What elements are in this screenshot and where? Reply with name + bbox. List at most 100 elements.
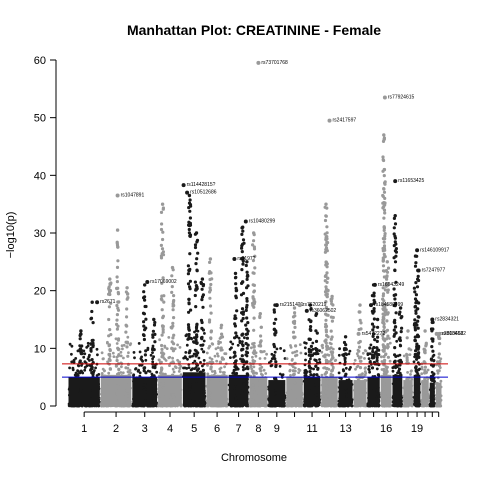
snp-point	[385, 389, 389, 393]
snp-point	[257, 344, 261, 348]
snp-label: rs10512686	[190, 190, 217, 196]
snp-point	[125, 315, 129, 319]
snp-point	[384, 337, 389, 341]
snp-point	[107, 371, 111, 375]
snp-point	[385, 328, 390, 332]
snp-point	[187, 325, 191, 329]
snp-point	[382, 337, 386, 341]
snp-point	[308, 370, 312, 374]
snp-point	[392, 328, 396, 332]
snp-point	[240, 307, 245, 311]
snp-point	[324, 293, 328, 297]
snp-point	[240, 354, 244, 358]
snp-point	[86, 341, 90, 345]
snp-point	[246, 385, 250, 389]
snp-point	[324, 397, 328, 401]
x-tick-label: 8	[255, 423, 261, 435]
snp-point	[355, 352, 359, 356]
snp-point	[234, 286, 238, 290]
snp-point	[209, 377, 214, 381]
snp-point	[234, 382, 238, 386]
snp-point	[394, 397, 398, 401]
snp-point	[386, 394, 390, 398]
snp-point	[393, 234, 397, 238]
snp-point	[170, 326, 174, 330]
snp-point	[405, 394, 409, 398]
snp-point	[429, 357, 434, 361]
snp-point	[189, 308, 193, 312]
snp-point	[314, 312, 319, 316]
snp-point	[364, 349, 368, 353]
snp-point	[217, 341, 221, 345]
snp-point	[385, 369, 389, 373]
snp-point	[359, 359, 363, 363]
snp-point	[374, 350, 378, 354]
snp-point	[126, 351, 130, 355]
snp-point	[384, 401, 388, 405]
top-snp-point	[372, 282, 377, 287]
snp-point	[372, 394, 376, 398]
snp-point	[414, 354, 418, 358]
snp-point	[383, 211, 387, 215]
snp-point	[241, 359, 245, 364]
snp-point	[381, 315, 385, 319]
snp-point	[242, 382, 246, 386]
snp-point	[82, 355, 86, 359]
chromosome-points-2	[99, 228, 133, 408]
snp-point	[169, 404, 173, 408]
snp-point	[251, 355, 254, 359]
snp-point	[126, 370, 130, 374]
snp-point	[171, 300, 176, 304]
snp-point	[245, 336, 249, 340]
snp-point	[83, 352, 87, 356]
snp-point	[398, 338, 402, 343]
snp-point	[240, 319, 244, 323]
snp-point	[186, 282, 191, 286]
snp-point	[219, 323, 224, 327]
snp-point	[152, 323, 157, 327]
snp-point	[201, 328, 205, 332]
snp-point	[170, 384, 174, 388]
snp-point	[308, 398, 312, 402]
snp-point	[279, 347, 282, 350]
snp-point	[358, 318, 362, 322]
snp-point	[308, 386, 312, 390]
snp-point	[330, 368, 334, 372]
snp-point	[116, 346, 120, 350]
snp-point	[397, 367, 402, 371]
snp-point	[195, 240, 199, 244]
snp-point	[115, 327, 119, 331]
snp-point	[167, 336, 171, 339]
snp-point	[68, 342, 72, 346]
snp-point	[209, 311, 213, 315]
snp-point	[437, 396, 441, 400]
snp-point	[331, 315, 335, 320]
snp-point	[188, 198, 192, 202]
snp-point	[370, 322, 375, 326]
snp-point	[385, 260, 389, 264]
snp-point	[193, 293, 197, 298]
snp-point	[325, 384, 329, 388]
snp-point	[115, 389, 119, 393]
snp-point	[251, 359, 255, 363]
snp-point	[423, 350, 427, 354]
snp-point	[262, 350, 266, 353]
snp-point	[342, 354, 346, 358]
snp-point	[415, 344, 419, 349]
snp-point	[188, 355, 192, 359]
snp-point	[285, 357, 289, 360]
snp-point	[314, 329, 318, 333]
snp-point	[383, 196, 387, 200]
snp-point	[215, 359, 219, 363]
snp-point	[309, 357, 312, 361]
snp-point	[240, 268, 244, 272]
snp-point	[251, 398, 255, 402]
snp-point	[383, 346, 387, 350]
snp-point	[364, 366, 367, 370]
snp-point	[254, 354, 258, 358]
snp-point	[142, 324, 146, 328]
snp-point	[116, 403, 120, 408]
snp-point	[437, 335, 441, 339]
snp-point	[143, 298, 147, 302]
snp-point	[311, 347, 315, 351]
